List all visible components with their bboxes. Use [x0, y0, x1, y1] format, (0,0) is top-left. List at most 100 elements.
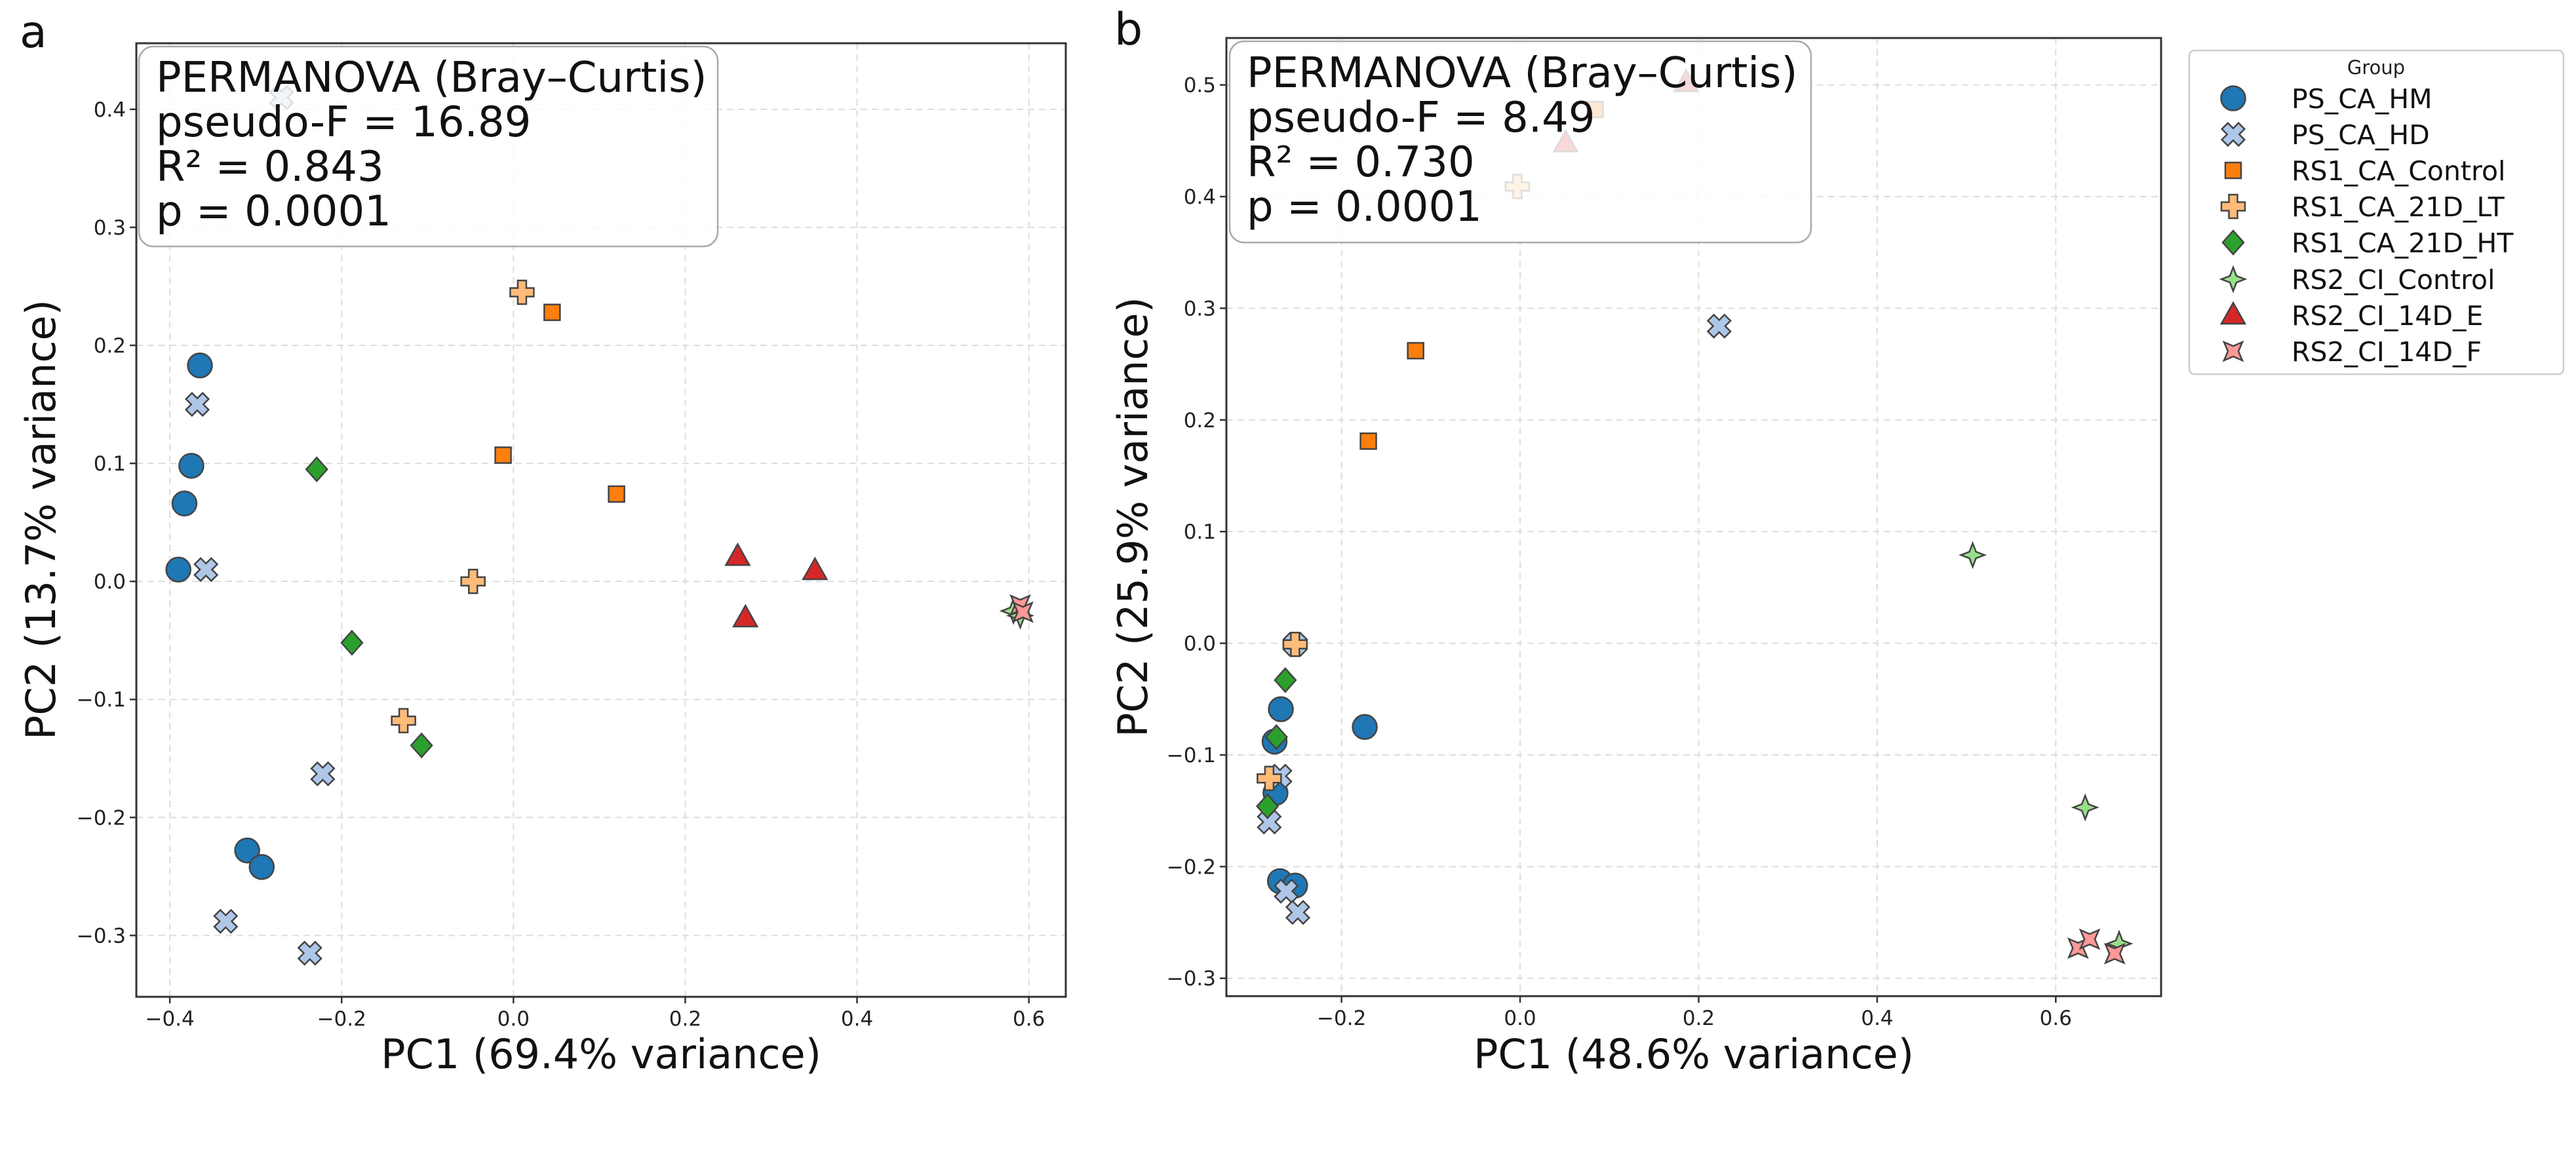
panel-b: b PERMANOVA (Bray–Curtis) pseudo-F = 8.4…: [1109, 4, 2162, 1078]
y-tick-label: 0.0: [1184, 632, 1216, 656]
legend-label-rs2-ci-14d-e: RS2_CI_14D_E: [2292, 300, 2483, 332]
legend-label-rs1-ca-21d-lt: RS1_CA_21D_LT: [2292, 191, 2505, 223]
legend-frame: [2188, 49, 2565, 376]
x-tick-label: 0.6: [2040, 1007, 2072, 1030]
point-ps-ca-hd: [193, 557, 219, 583]
x-tick-label: 0.2: [1683, 1007, 1715, 1030]
legend-marker-star4-icon: [2219, 265, 2248, 294]
point-rs1-ca-21d-ht: [1256, 793, 1279, 820]
legend-label-rs2-ci-control: RS2_CI_Control: [2292, 264, 2495, 296]
point-rs1-ca-21d-ht: [1274, 667, 1297, 693]
annotation-r2: R² = 0.843: [156, 143, 384, 191]
y-tick-label: −0.2: [77, 806, 126, 830]
x-tick-label: 0.0: [1504, 1007, 1536, 1030]
annotation-r2: R² = 0.730: [1247, 138, 1475, 187]
x-tick-label: 0.4: [841, 1007, 873, 1031]
point-ps-ca-hm: [187, 352, 213, 379]
point-rs1-ca-control: [1407, 341, 1424, 360]
panel-a-x-axis-label: PC1 (69.4% variance): [381, 1030, 821, 1078]
point-ps-ca-hd: [184, 391, 210, 417]
panel-a-axes-frame: [135, 42, 1067, 998]
point-rs1-ca-21d-ht: [340, 629, 364, 656]
y-tick-label: −0.3: [77, 924, 126, 948]
point-rs1-ca-21d-lt: [509, 279, 535, 305]
point-ps-ca-hd: [1706, 313, 1732, 339]
y-tick-label: −0.1: [77, 688, 126, 712]
point-rs2-ci-14d-e: [802, 556, 829, 581]
x-tick-label: 0.0: [498, 1007, 530, 1031]
annotation-title: PERMANOVA (Bray–Curtis): [156, 54, 707, 102]
legend-marker-x-filled-icon: [2220, 121, 2246, 147]
point-rs1-ca-control: [543, 303, 561, 321]
point-rs2-ci-14d-f: [2103, 942, 2126, 965]
annotation-p-value: p = 0.0001: [1247, 183, 1482, 231]
legend-label-ps-ca-hm: PS_CA_HM: [2292, 83, 2432, 115]
x-tick-label: 0.6: [1013, 1007, 1045, 1031]
point-ps-ca-hd: [213, 908, 239, 934]
legend-marker-star4-rotated-icon: [2222, 340, 2244, 362]
y-tick-label: 0.3: [1184, 297, 1216, 320]
point-rs2-ci-14d-f: [1012, 601, 1034, 623]
annotation-box-frame: [138, 45, 719, 248]
y-tick-label: 0.0: [94, 570, 126, 594]
point-rs2-ci-control: [1959, 541, 1987, 570]
y-tick-label: −0.1: [1167, 744, 1216, 767]
point-rs2-ci-14d-e: [732, 604, 759, 628]
x-tick-label: 0.2: [669, 1007, 701, 1031]
point-rs1-ca-21d-lt: [1282, 632, 1308, 657]
point-rs1-ca-control: [494, 446, 512, 464]
y-tick-label: 0.1: [1184, 520, 1216, 544]
point-ps-ca-hm: [171, 490, 198, 517]
panel-b-y-axis-label: PC2 (25.9% variance): [1109, 297, 1157, 737]
annotation-title: PERMANOVA (Bray–Curtis): [1247, 49, 1797, 98]
y-tick-label: 0.3: [94, 216, 126, 240]
panel-b-letter: b: [1114, 4, 1142, 56]
legend-marker-square-icon: [2224, 161, 2242, 180]
legend: Group PS_CA_HM PS_CA_HD RS1_CA_Control R…: [2188, 49, 2565, 376]
y-tick-label: 0.1: [94, 452, 126, 476]
x-tick-label: −0.2: [1317, 1007, 1366, 1030]
x-tick-label: 0.4: [1861, 1007, 1893, 1030]
point-rs1-ca-control: [1359, 432, 1377, 450]
point-ps-ca-hm: [248, 854, 275, 880]
point-rs1-ca-control: [608, 485, 625, 503]
point-rs1-ca-21d-ht: [305, 456, 328, 482]
y-tick-label: −0.2: [1167, 855, 1216, 879]
point-rs1-ca-21d-lt: [391, 708, 416, 733]
legend-marker-diamond-icon: [2221, 229, 2245, 256]
y-tick-label: 0.2: [1184, 409, 1216, 433]
point-ps-ca-hm: [1268, 696, 1294, 722]
annotation-pseudo-f: pseudo-F = 8.49: [1247, 94, 1595, 142]
y-tick-label: 0.4: [1184, 185, 1216, 209]
legend-label-rs1-ca-control: RS1_CA_Control: [2292, 155, 2505, 187]
annotation-box-frame: [1228, 40, 1812, 244]
annotation-p-value: p = 0.0001: [156, 187, 391, 236]
legend-label-rs1-ca-21d-ht: RS1_CA_21D_HT: [2292, 227, 2514, 259]
panel-b-x-axis-label: PC1 (48.6% variance): [1473, 1030, 1914, 1078]
point-rs1-ca-21d-lt: [460, 568, 486, 594]
point-rs1-ca-21d-ht: [410, 732, 433, 759]
x-tick-label: −0.4: [145, 1007, 194, 1031]
panel-a-annotation-box: PERMANOVA (Bray–Curtis) pseudo-F = 16.89…: [138, 45, 719, 248]
legend-label-rs2-ci-14d-f: RS2_CI_14D_F: [2292, 336, 2482, 368]
point-ps-ca-hm: [234, 837, 260, 864]
point-ps-ca-hd: [1285, 900, 1311, 925]
legend-title: Group: [2347, 56, 2405, 79]
y-tick-label: −0.3: [1167, 967, 1216, 991]
legend-marker-plus-filled-icon: [2220, 193, 2246, 220]
point-ps-ca-hm: [1352, 714, 1378, 741]
point-rs2-ci-14d-e: [724, 542, 751, 566]
point-rs2-ci-14d-f: [2078, 928, 2101, 950]
point-rs1-ca-21d-lt: [1257, 765, 1282, 791]
point-rs1-ca-21d-ht: [1264, 724, 1288, 750]
legend-marker-circle-icon: [2220, 85, 2246, 111]
panel-b-axes-frame: [1225, 37, 2162, 997]
y-tick-label: 0.2: [94, 334, 126, 358]
y-tick-label: 0.4: [94, 98, 126, 122]
x-tick-label: −0.2: [317, 1007, 366, 1031]
panel-a-ticks: −0.4 −0.2 0.0 0.2 0.4 0.6 −0.3 −0.2 −0.1 0.0 0.1 0.…: [77, 98, 1045, 1031]
point-ps-ca-hd: [310, 761, 336, 786]
panel-a: a PERMANOVA (Bray–Curtis) pseudo-F = 16.…: [17, 7, 1067, 1078]
point-ps-ca-hm: [165, 556, 191, 583]
